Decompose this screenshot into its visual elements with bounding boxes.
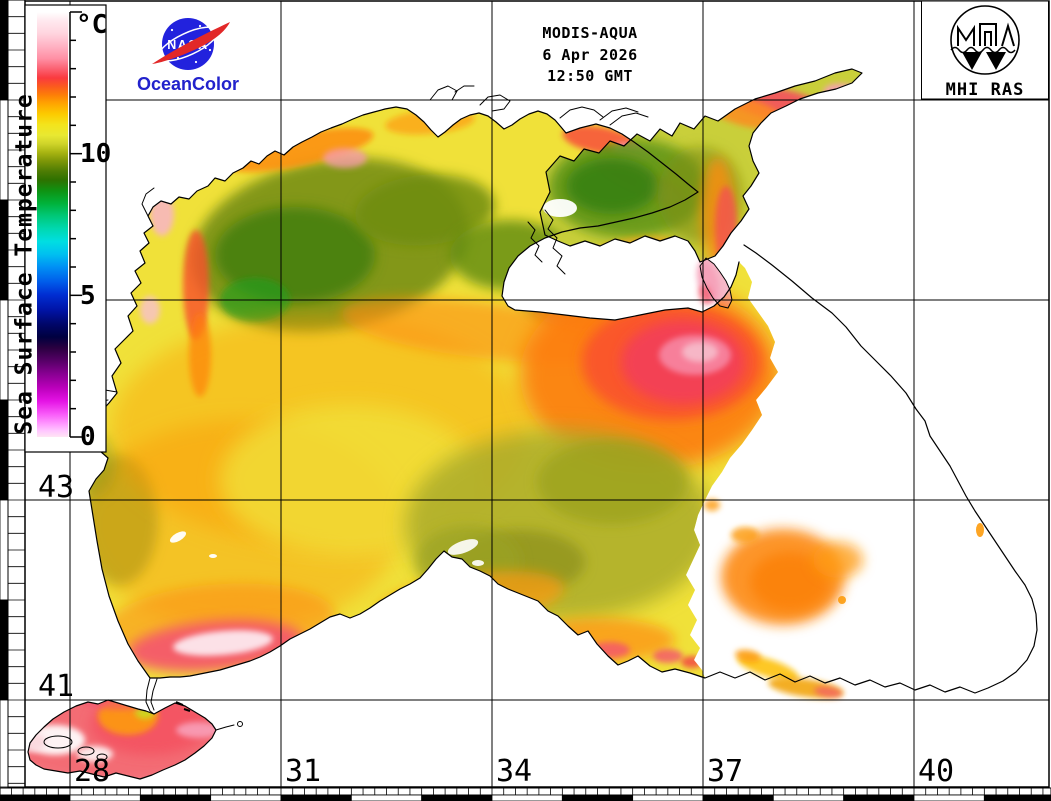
lon-label-28: 28: [74, 754, 110, 789]
ruler-degree-band: [561, 794, 634, 801]
sst-blob: [813, 542, 863, 578]
ruler-degree-band: [0, 399, 9, 501]
ruler-degree-band: [0, 599, 9, 701]
marmara-island-1: [43, 735, 73, 749]
sst-blob: [447, 539, 479, 555]
nasa-stars: [170, 24, 212, 64]
sst-blob: [176, 722, 216, 738]
lat-label-43: 43: [38, 470, 74, 505]
sst-blobs-azov: [540, 83, 862, 262]
ruler-degree-band: [0, 199, 9, 301]
sst-blob: [976, 523, 984, 537]
ruler-degree-band: [0, 99, 9, 201]
sst-blob: [77, 746, 113, 762]
coastline-layer: [27, 68, 1038, 780]
colorbar-ticks: [69, 11, 82, 438]
sst-blob: [183, 230, 209, 340]
left-latitude-ruler: [0, 0, 26, 788]
sst-blob: [543, 199, 577, 217]
dnieper-limans: [559, 106, 649, 126]
ruler-degree-band: [632, 794, 704, 801]
sst-blob: [735, 649, 761, 663]
sst-blob: [169, 531, 187, 543]
sst-blob: [537, 440, 687, 524]
lat-label-41: 41: [38, 669, 74, 704]
northwest-lakes: [141, 85, 511, 217]
coastline-west-north: [88, 106, 740, 679]
ruler-degree-band: [491, 794, 563, 801]
ruler-degree-band: [139, 794, 212, 801]
date-label: 6 Apr 2026: [542, 46, 637, 64]
lon-label-34: 34: [496, 754, 532, 789]
bosphorus-strait: [145, 677, 158, 715]
sst-blob: [140, 296, 160, 324]
sst-blob: [750, 552, 830, 612]
marmara-island-3: [96, 753, 108, 761]
sst-blob: [814, 686, 842, 698]
marmara-islet: [237, 721, 243, 727]
sst-blob: [838, 596, 846, 604]
ruler-degree-band: [772, 794, 845, 801]
ruler-degree-band: [983, 794, 1051, 801]
lon-label-40: 40: [918, 754, 954, 789]
nasa-swoosh: [152, 22, 230, 64]
ruler-degree-band: [210, 794, 282, 801]
ruler-degree-band: [280, 794, 352, 801]
colorbar-tick-label-5: 5: [80, 281, 96, 311]
colorbar-title: Sea Surface Temperature: [12, 93, 38, 435]
ruler-degree-band: [0, 0, 9, 101]
mhi-triangles: [962, 52, 1006, 70]
sst-blob: [653, 649, 683, 663]
marmara-east-arm: [215, 724, 235, 731]
sivash-lagoons: [527, 209, 566, 275]
sst-blob: [704, 499, 720, 511]
ruler-degree-band: [0, 794, 71, 801]
colorbar-unit: °C: [76, 10, 107, 40]
ruler-degree-band: [913, 794, 985, 801]
ruler-degree-band: [0, 699, 9, 788]
oceancolor-label: OceanColor: [137, 74, 239, 94]
lon-label-31: 31: [285, 754, 321, 789]
image-annotation: MODIS-AQUA 6 Apr 2026 12:50 GMT: [542, 24, 637, 85]
sst-blob: [209, 554, 217, 558]
sst-blob: [173, 630, 273, 656]
time-label: 12:50 GMT: [547, 67, 633, 85]
sst-blob: [566, 158, 658, 214]
mhi-ras-logo: MHI RAS: [921, 0, 1049, 100]
ruler-degree-band: [0, 299, 9, 401]
sst-blob: [355, 174, 495, 246]
ruler-degree-band: [702, 794, 774, 801]
sst-blob: [472, 560, 484, 566]
ruler-degree-band: [421, 794, 493, 801]
colorbar-tick-label-10: 10: [80, 139, 111, 169]
axis-labels: 43 41 28 31 34 37 40: [38, 470, 954, 789]
nasa-logo: NASA OceanColor: [137, 18, 239, 94]
ruler-cell-row: [0, 787, 1051, 796]
ruler-degree-band: [843, 794, 915, 801]
satellite-label: MODIS-AQUA: [542, 24, 637, 42]
colorbar-gradient: [37, 12, 68, 437]
sst-blobs-east-patches: [696, 260, 984, 699]
mhi-wave-line: [950, 46, 1016, 54]
marmara-island-2: [77, 746, 95, 756]
sst-blob: [682, 342, 718, 362]
sst-blob: [323, 148, 367, 168]
coastline-south-east: [149, 244, 1038, 694]
mhi-ras-label: MHI RAS: [946, 80, 1025, 100]
sst-blob: [226, 127, 374, 173]
ruler-degree-band: [69, 794, 141, 801]
sst-blob: [731, 527, 759, 543]
bottom-longitude-ruler: [0, 787, 1051, 801]
colorbar-tick-label-0: 0: [80, 422, 96, 452]
ruler-degree-band: [350, 794, 423, 801]
lon-label-37: 37: [707, 754, 743, 789]
colorbar: °C 10 5 0 Sea Surface Temperature: [12, 4, 111, 453]
ruler-degree-band: [0, 499, 9, 601]
mhi-emblem: [957, 22, 1015, 47]
bosphorus-marks: [175, 701, 191, 712]
